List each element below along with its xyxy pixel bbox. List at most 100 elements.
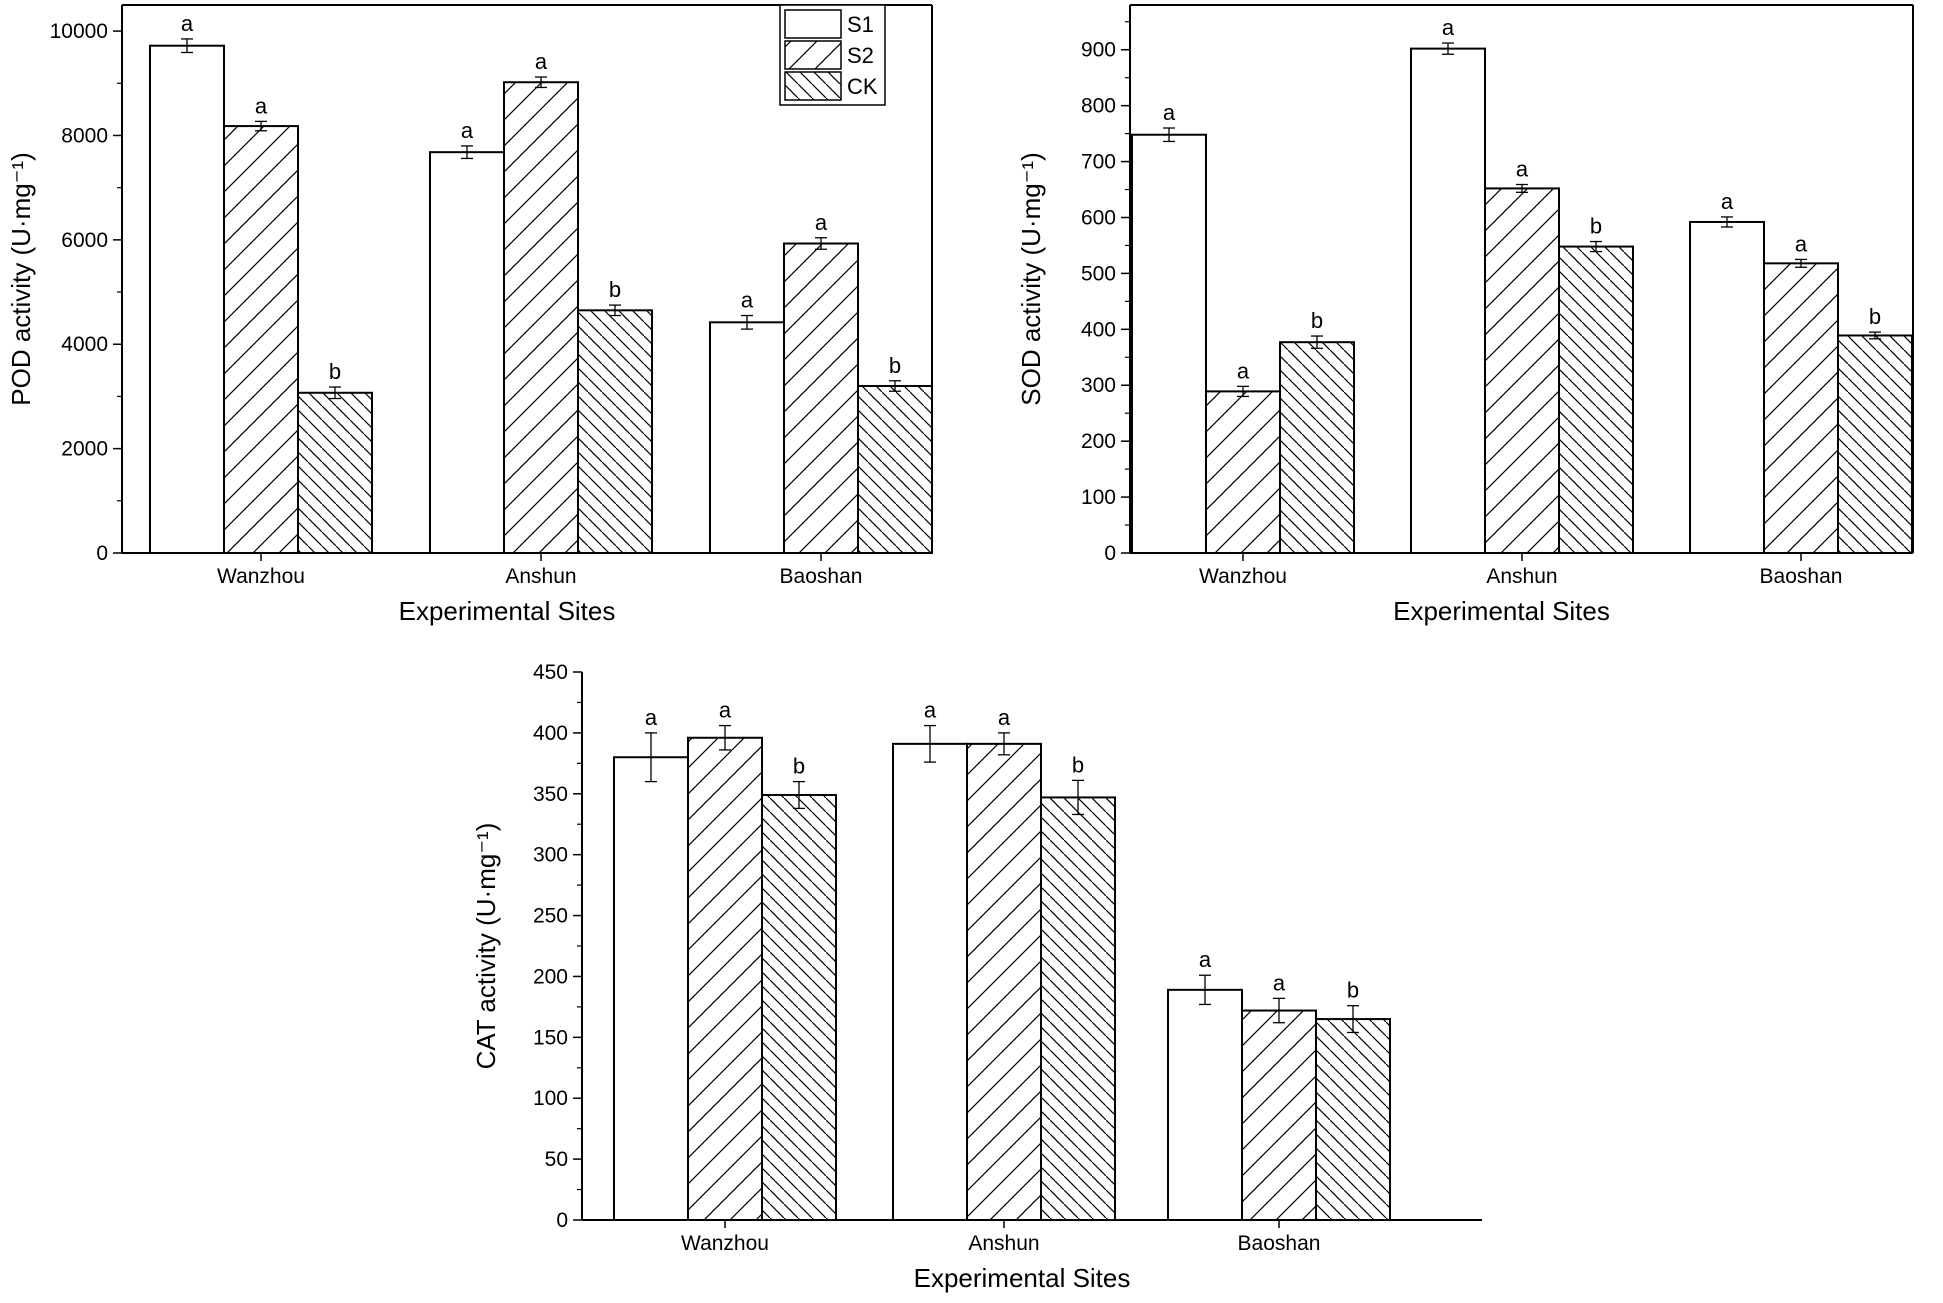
cat-y-tick-label: 0 [556, 1209, 568, 1232]
pod-error-bar-baoshan-s2 [815, 237, 827, 250]
cat-bar-baoshan-s2 [1241, 1009, 1317, 1222]
cat-bar-wanzhou-ck [761, 793, 837, 1221]
pod-bar-baoshan-s2 [783, 242, 859, 555]
pod-error-bar-wanzhou-s2 [255, 120, 267, 132]
sod-bar-baoshan-s1 [1689, 220, 1765, 555]
sod-bar-wanzhou-s1 [1131, 133, 1207, 554]
sod-error-bar-baoshan-s2 [1795, 258, 1807, 268]
pod-error-bar-wanzhou-ck [329, 386, 341, 400]
cat-error-bar-baoshan-s2 [1273, 997, 1285, 1024]
cat-y-tick-label: 300 [533, 844, 568, 867]
sod-y-tick-label: 800 [1081, 95, 1116, 118]
cat-sig-label-wanzhou-s1: a [645, 705, 658, 730]
sod-sig-label-wanzhou-s1: a [1163, 100, 1176, 125]
sod-error-bar-baoshan-ck [1869, 331, 1881, 340]
cat-error-bar-baoshan-s1 [1199, 974, 1211, 1006]
cat-bar-anshun-s1 [892, 742, 968, 1221]
sod-sig-label-anshun-s1: a [1442, 15, 1455, 40]
pod-sig-label-baoshan-ck: b [889, 353, 901, 378]
cat-x-tick-label: Baoshan [1238, 1232, 1321, 1255]
pod-sig-label-wanzhou-ck: b [329, 359, 341, 384]
cat-error-bar-baoshan-ck [1347, 1005, 1359, 1034]
cat-bar-wanzhou-s2 [687, 736, 763, 1221]
sod-y-axis-title: SOD activity (U·mg⁻¹) [1016, 152, 1046, 406]
cat-y-tick-label: 200 [533, 965, 568, 988]
pod-x-tick-label: Anshun [505, 565, 576, 588]
sod-x-axis-title: Experimental Sites [1393, 596, 1610, 626]
sod-y-tick-label: 300 [1081, 374, 1116, 397]
cat-y-tick-label: 100 [533, 1087, 568, 1110]
cat-error-bar-wanzhou-s2 [719, 724, 731, 751]
sod-bar-anshun-s2 [1484, 187, 1560, 555]
sod-y-tick-label: 600 [1081, 206, 1116, 229]
pod-bar-anshun-s2 [503, 81, 579, 554]
cat-y-tick-label: 250 [533, 905, 568, 928]
pod-bar-anshun-s1 [429, 151, 505, 554]
cat-bar-baoshan-ck [1315, 1018, 1391, 1221]
legend-swatch-ck [784, 71, 842, 101]
pod-error-bar-anshun-ck [609, 304, 621, 317]
cat-chart: a a a a a a b b b 0 50 100 150 200 250 300 350 400 450 Wanz… [471, 661, 1482, 1293]
sod-x-tick-label: Wanzhou [1199, 565, 1287, 588]
cat-sig-label-baoshan-s2: a [1273, 970, 1286, 995]
cat-y-tick-label: 450 [533, 661, 568, 684]
sod-y-tick-label: 200 [1081, 430, 1116, 453]
sod-sig-label-wanzhou-ck: b [1311, 308, 1323, 333]
legend-swatch-s2 [784, 40, 842, 70]
pod-y-tick-label: 2000 [61, 438, 108, 461]
cat-x-axis-title: Experimental Sites [914, 1263, 1131, 1293]
pod-legend: S1 S2 CK [779, 4, 886, 106]
cat-sig-label-anshun-ck: b [1072, 752, 1084, 777]
sod-bar-wanzhou-ck [1279, 341, 1355, 554]
cat-sig-label-anshun-s2: a [998, 705, 1011, 730]
sod-error-bar-wanzhou-s2 [1237, 385, 1249, 398]
cat-bar-anshun-ck [1040, 796, 1116, 1221]
sod-y-tick-label: 0 [1104, 542, 1116, 565]
legend-label-s1: S1 [847, 12, 874, 37]
pod-sig-label-wanzhou-s2: a [255, 93, 268, 118]
cat-bar-wanzhou-s1 [613, 756, 689, 1221]
pod-chart: a a a a a a b b b 0 2000 4000 6000 8000 10000 Wanzhou An… [6, 4, 933, 626]
legend-swatch-s1 [784, 9, 842, 39]
sod-error-bar-anshun-s2 [1516, 183, 1528, 193]
cat-error-bar-wanzhou-s1 [645, 732, 657, 783]
cat-y-axis-title: CAT activity (U·mg⁻¹) [471, 823, 501, 1070]
sod-sig-label-baoshan-ck: b [1869, 304, 1881, 329]
sod-sig-label-anshun-s2: a [1516, 156, 1529, 181]
sod-x-tick-label: Baoshan [1760, 565, 1843, 588]
pod-bar-baoshan-ck [857, 384, 933, 554]
sod-y-tick-label: 500 [1081, 262, 1116, 285]
sod-sig-label-baoshan-s1: a [1721, 189, 1734, 214]
cat-sig-label-anshun-s1: a [924, 698, 937, 723]
pod-y-tick-label: 6000 [61, 229, 108, 252]
pod-error-bar-anshun-s1 [461, 145, 473, 160]
legend-label-s2: S2 [847, 43, 874, 68]
cat-x-tick-label: Wanzhou [681, 1232, 769, 1255]
pod-bar-baoshan-s1 [709, 321, 785, 554]
sod-bar-baoshan-ck [1837, 334, 1913, 554]
sod-error-bar-baoshan-s1 [1721, 216, 1733, 228]
sod-y-tick-label: 700 [1081, 151, 1116, 174]
pod-bar-wanzhou-ck [297, 391, 373, 554]
pod-sig-label-anshun-ck: b [609, 277, 621, 302]
sod-y-tick-label: 400 [1081, 318, 1116, 341]
sod-error-bar-wanzhou-s1 [1163, 127, 1175, 143]
cat-error-bar-wanzhou-ck [793, 780, 805, 810]
pod-bar-wanzhou-s2 [223, 125, 299, 554]
cat-error-bar-anshun-s1 [924, 724, 936, 763]
pod-error-bar-wanzhou-s1 [181, 38, 193, 54]
pod-x-tick-label: Wanzhou [217, 565, 305, 588]
pod-bar-wanzhou-s1 [149, 44, 225, 555]
cat-y-tick-label: 50 [545, 1148, 568, 1171]
cat-sig-label-wanzhou-ck: b [793, 754, 805, 779]
sod-error-bar-anshun-ck [1590, 240, 1602, 253]
pod-sig-label-baoshan-s2: a [815, 210, 828, 235]
legend-label-ck: CK [847, 74, 878, 99]
cat-x-tick-label: Anshun [968, 1232, 1039, 1255]
cat-y-tick-label: 400 [533, 722, 568, 745]
sod-sig-label-baoshan-s2: a [1795, 231, 1808, 256]
cat-bar-baoshan-s1 [1167, 988, 1243, 1222]
sod-x-tick-label: Anshun [1486, 565, 1557, 588]
sod-bar-wanzhou-s2 [1205, 390, 1281, 554]
